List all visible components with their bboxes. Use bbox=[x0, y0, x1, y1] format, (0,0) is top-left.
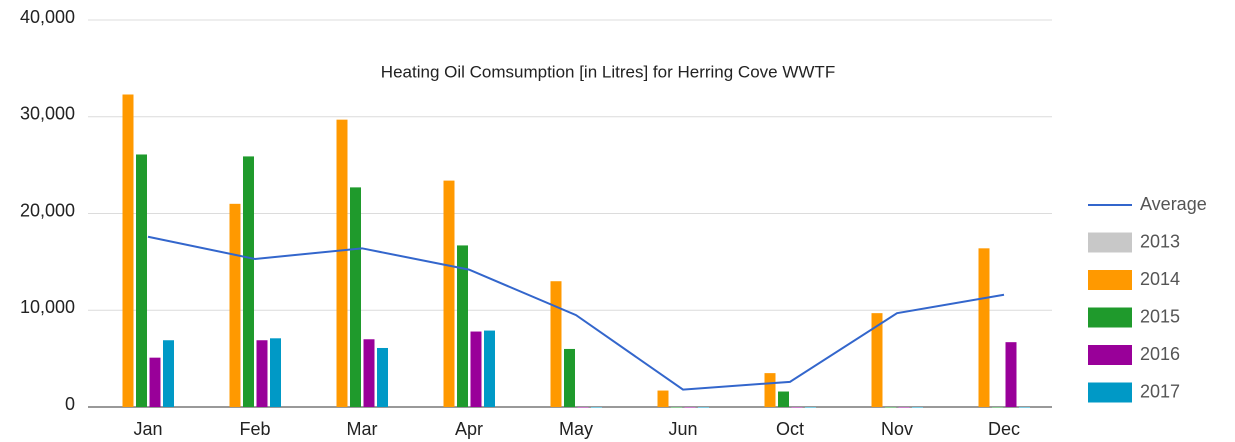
x-tick-label: Nov bbox=[881, 419, 913, 439]
bar bbox=[912, 407, 923, 408]
bar bbox=[657, 390, 669, 407]
y-tick-label: 0 bbox=[65, 394, 75, 414]
bar bbox=[577, 407, 589, 408]
bar bbox=[1005, 342, 1017, 407]
bar bbox=[256, 340, 268, 407]
bar bbox=[885, 407, 896, 408]
average-line bbox=[147, 235, 1005, 391]
bar bbox=[163, 340, 174, 407]
legend-label: Average bbox=[1140, 194, 1207, 214]
bar bbox=[443, 180, 455, 407]
bar bbox=[778, 391, 789, 407]
bar bbox=[898, 407, 910, 408]
x-tick-label: Feb bbox=[239, 419, 270, 439]
bar bbox=[550, 281, 562, 407]
legend-swatch bbox=[1088, 270, 1132, 290]
legend-label: 2017 bbox=[1140, 381, 1180, 401]
legend-label: 2016 bbox=[1140, 344, 1180, 364]
bar bbox=[377, 347, 388, 407]
legend-swatch bbox=[1088, 307, 1132, 328]
bar bbox=[149, 357, 161, 407]
bar bbox=[136, 154, 147, 407]
bar bbox=[698, 407, 709, 408]
x-tick-label: Jun bbox=[668, 419, 697, 439]
bar bbox=[484, 330, 495, 407]
bar bbox=[671, 407, 682, 408]
bar bbox=[457, 245, 468, 407]
bar bbox=[992, 407, 1003, 408]
bar bbox=[591, 407, 602, 408]
bar bbox=[243, 156, 254, 407]
y-tick-label: 30,000 bbox=[20, 104, 75, 124]
bar bbox=[764, 373, 776, 407]
bar bbox=[270, 338, 281, 407]
legend-swatch bbox=[1088, 382, 1132, 403]
bar bbox=[363, 339, 375, 407]
y-tick-label: 10,000 bbox=[20, 297, 75, 317]
y-tick-label: 20,000 bbox=[20, 200, 75, 220]
bar bbox=[336, 119, 348, 407]
bar bbox=[564, 348, 575, 407]
bar bbox=[791, 407, 803, 408]
bar bbox=[470, 331, 482, 407]
x-tick-label: Apr bbox=[455, 419, 483, 439]
bar bbox=[978, 248, 990, 407]
bar bbox=[122, 94, 134, 407]
x-tick-label: Mar bbox=[347, 419, 378, 439]
bar bbox=[871, 313, 883, 407]
bar bbox=[1019, 407, 1030, 408]
legend-swatch bbox=[1088, 345, 1132, 365]
bar bbox=[229, 203, 241, 407]
x-tick-label: May bbox=[559, 419, 593, 439]
bar bbox=[805, 407, 816, 408]
chart-title: Heating Oil Comsumption [in Litres] for … bbox=[381, 62, 835, 81]
x-tick-label: Jan bbox=[133, 419, 162, 439]
legend-label: 2013 bbox=[1140, 231, 1180, 251]
x-tick-label: Oct bbox=[776, 419, 804, 439]
y-tick-label: 40,000 bbox=[20, 7, 75, 27]
x-tick-label: Dec bbox=[988, 419, 1020, 439]
legend-label: 2015 bbox=[1140, 306, 1180, 326]
bar bbox=[350, 187, 361, 407]
bar bbox=[684, 407, 696, 408]
legend-swatch bbox=[1088, 232, 1132, 253]
legend-label: 2014 bbox=[1140, 269, 1180, 289]
